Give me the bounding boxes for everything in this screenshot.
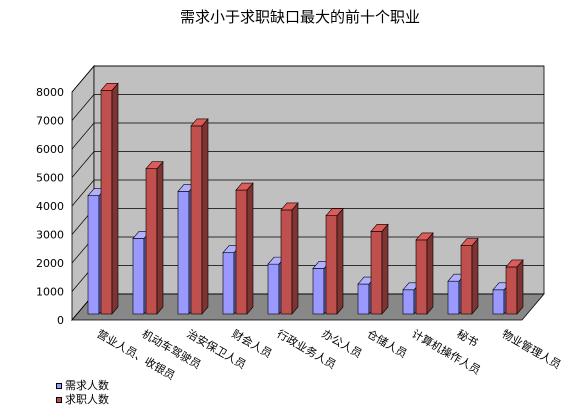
bar-top bbox=[145, 161, 164, 169]
legend-label-jobseekers: 求职人数 bbox=[65, 393, 109, 406]
bar bbox=[357, 283, 370, 315]
bar-top bbox=[505, 259, 524, 268]
bar-top bbox=[235, 182, 254, 191]
legend-item-jobseekers: 求职人数 bbox=[56, 393, 109, 407]
bar bbox=[190, 125, 203, 315]
bar-top bbox=[415, 232, 434, 241]
bar bbox=[222, 252, 235, 315]
bar-top bbox=[460, 238, 479, 246]
bar-side bbox=[426, 232, 434, 315]
legend-swatch-jobseekers bbox=[56, 397, 62, 403]
bar-side bbox=[336, 207, 344, 315]
bar bbox=[267, 263, 280, 315]
bar bbox=[415, 239, 428, 315]
bar-side bbox=[516, 259, 524, 315]
gridline bbox=[71, 65, 544, 93]
gridline bbox=[71, 179, 544, 207]
bar-side bbox=[201, 118, 209, 315]
y-tick-label: 2000 bbox=[36, 257, 64, 270]
chart-title: 需求小于求职缺口最大的前十个职业 bbox=[180, 8, 420, 26]
x-tick-label: 仓储人员 bbox=[365, 326, 410, 360]
y-tick-label: 7000 bbox=[36, 115, 64, 128]
bar bbox=[370, 231, 383, 315]
bar bbox=[145, 168, 158, 315]
bar-side bbox=[471, 237, 479, 315]
legend-swatch-demand bbox=[56, 383, 62, 389]
bar bbox=[235, 189, 248, 315]
bar bbox=[312, 268, 325, 315]
legend-item-demand: 需求人数 bbox=[56, 379, 109, 393]
bar-side bbox=[291, 202, 299, 315]
y-tick-label: 1000 bbox=[36, 286, 64, 299]
bar bbox=[87, 195, 100, 315]
x-tick-label: 物业管理人员 bbox=[500, 326, 564, 371]
bar bbox=[402, 289, 415, 315]
bar-top bbox=[190, 118, 209, 127]
bar-side bbox=[381, 223, 389, 315]
bar bbox=[132, 238, 145, 315]
bar-top bbox=[100, 82, 119, 91]
bar bbox=[280, 209, 293, 315]
y-tick-label: 6000 bbox=[36, 143, 64, 156]
bar bbox=[177, 191, 190, 315]
gridline bbox=[71, 122, 544, 150]
legend: 需求人数 求职人数 bbox=[56, 379, 109, 407]
bar-side bbox=[156, 160, 164, 315]
y-tick-label: 5000 bbox=[36, 172, 64, 185]
bar-top bbox=[325, 208, 344, 216]
bar bbox=[447, 280, 460, 315]
y-tick-label: 4000 bbox=[36, 200, 64, 213]
y-tick-label: 8000 bbox=[36, 86, 64, 99]
bar-side bbox=[246, 182, 254, 315]
bar-top bbox=[280, 202, 299, 211]
bar bbox=[100, 89, 113, 315]
y-tick-label: 0 bbox=[57, 314, 64, 327]
bar-side bbox=[111, 82, 119, 315]
bar-top bbox=[370, 224, 389, 232]
y-tick-label: 3000 bbox=[36, 229, 64, 242]
legend-label-demand: 需求人数 bbox=[65, 379, 109, 392]
x-tick-label: 秘书 bbox=[455, 326, 481, 349]
bar bbox=[325, 215, 338, 315]
x-tick-label: 营业人员、收银员 bbox=[95, 326, 178, 382]
gridline bbox=[71, 94, 544, 121]
bar bbox=[505, 266, 518, 315]
gridline bbox=[71, 151, 544, 178]
bar bbox=[460, 245, 473, 315]
bar bbox=[492, 289, 505, 315]
